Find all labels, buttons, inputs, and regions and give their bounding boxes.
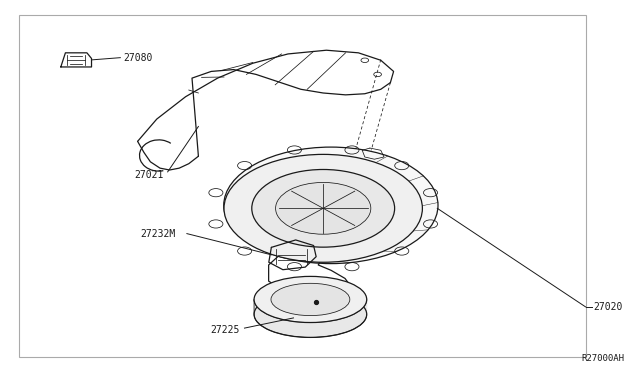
Text: 27225: 27225 [210, 326, 239, 335]
Bar [19, 15, 586, 357]
Ellipse shape [254, 276, 367, 323]
Text: R27000AH: R27000AH [581, 354, 624, 363]
Ellipse shape [224, 154, 422, 262]
Polygon shape [254, 299, 367, 337]
Text: 27080: 27080 [123, 53, 152, 62]
Ellipse shape [271, 283, 350, 315]
Ellipse shape [224, 147, 438, 264]
Ellipse shape [252, 170, 395, 247]
Text: 27020: 27020 [593, 302, 623, 312]
Text: 27021: 27021 [134, 170, 164, 180]
Ellipse shape [276, 182, 371, 234]
Text: 27232M: 27232M [141, 229, 176, 238]
